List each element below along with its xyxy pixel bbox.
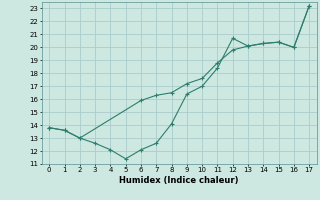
X-axis label: Humidex (Indice chaleur): Humidex (Indice chaleur) xyxy=(119,176,239,185)
